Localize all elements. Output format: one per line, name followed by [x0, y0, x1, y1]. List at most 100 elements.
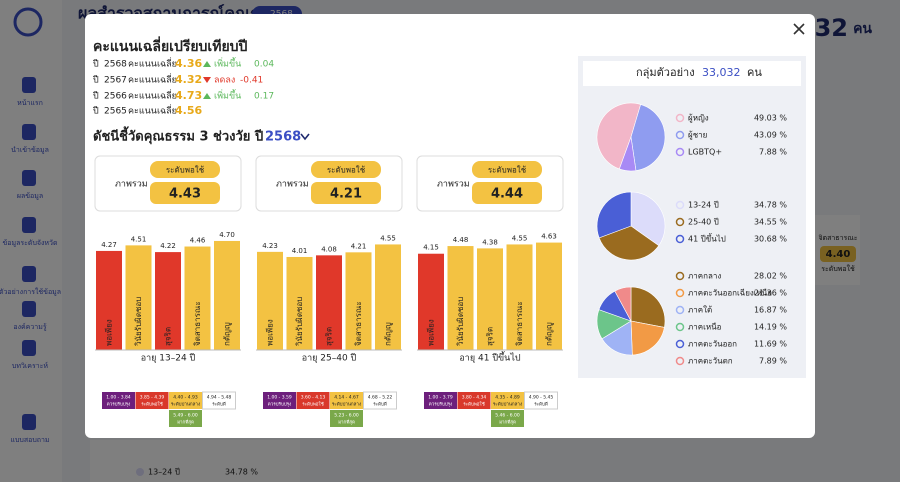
- legend-range: 3.85 - 4.39: [140, 395, 165, 401]
- sample-header: [583, 61, 801, 86]
- pie-legend-label: ผู้ชาย: [688, 131, 707, 141]
- bar-value: 4.48: [453, 236, 469, 244]
- legend-box: [263, 392, 296, 409]
- legend-range: 5.46 - 6.00: [495, 413, 520, 419]
- level-pill: [311, 161, 381, 178]
- bar-value: 4.08: [321, 245, 337, 253]
- legend-range: 4.40 - 4.93: [173, 395, 198, 401]
- legend-range: 1.00 - 3.84: [106, 395, 131, 401]
- pie-legend-label: ผู้หญิง: [688, 114, 709, 124]
- pie-legend-value: 34.78 %: [754, 201, 787, 210]
- close-button[interactable]: [793, 23, 805, 35]
- legend-dot: [675, 271, 685, 281]
- legend-range: 5.49 - 6.00: [173, 413, 198, 419]
- bar: [316, 255, 342, 350]
- year-prefix: ปี: [93, 106, 99, 117]
- change-label: เพิ่มขึ้น: [214, 57, 241, 70]
- pie-slice: [630, 191, 666, 247]
- overview-score: 4.44: [491, 187, 523, 202]
- bar-value: 4.21: [351, 242, 367, 250]
- bar-value: 4.01: [292, 247, 308, 255]
- legend-box: [457, 392, 491, 409]
- legend-label: ควรปรับปรุง: [429, 402, 453, 408]
- legend-dot: [675, 147, 685, 157]
- sample-unit: คน: [747, 66, 762, 79]
- legend-box: [169, 392, 202, 409]
- group-name: อายุ 25–40 ปี: [302, 353, 357, 364]
- index-title: ดัชนีชี้วัดคุณธรรม 3 ช่วงวัย ปี: [93, 126, 263, 145]
- legend-range: 4.68 - 5.22: [368, 395, 393, 401]
- pie-legend-label: LGBTQ+: [688, 148, 722, 157]
- change-value: -0.41: [240, 76, 263, 86]
- pie-slice: [598, 225, 660, 261]
- bar-category: จิตสาธารณะ: [354, 301, 363, 346]
- year-dropdown[interactable]: [300, 133, 310, 141]
- level-pill: [472, 161, 542, 178]
- bar: [375, 244, 401, 350]
- overview-level: ระดับพอใช้: [327, 166, 366, 175]
- legend-label: มากที่สุด: [499, 419, 516, 426]
- bar-category: พอเพียง: [427, 319, 436, 346]
- legend-label: ระดับปานกลาง: [171, 402, 200, 408]
- bar-category: วินัยรับผิดชอบ: [134, 297, 143, 347]
- legend-box: [491, 410, 524, 427]
- legend-dot: [675, 234, 685, 244]
- change-value: 0.17: [254, 92, 274, 102]
- pie-legend-value: 7.89 %: [759, 357, 787, 366]
- bar: [125, 245, 152, 350]
- legend-box: [330, 392, 363, 409]
- year-score: 4.73: [175, 89, 202, 102]
- pie-legend-value: 43.09 %: [754, 131, 787, 140]
- legend-label: ระดับดี: [212, 402, 226, 408]
- index-year[interactable]: 2568: [265, 130, 301, 145]
- pie-legend-value: 11.69 %: [754, 340, 787, 349]
- year: 2568: [104, 60, 127, 70]
- legend-range: 4.94 - 5.48: [207, 395, 232, 401]
- change-label: ลดลง: [214, 76, 235, 86]
- legend-label: มากที่สุด: [177, 419, 194, 426]
- group-name: อายุ 13–24 ปี: [141, 353, 196, 364]
- legend-range: 4.35 - 4.89: [495, 395, 520, 401]
- pie-slice: [630, 104, 666, 171]
- sample-size: 33,032: [702, 66, 741, 79]
- bar-value: 4.51: [131, 235, 147, 243]
- bar-value: 4.55: [380, 234, 396, 242]
- bar: [345, 252, 372, 350]
- bar: [184, 246, 211, 350]
- legend-dot: [675, 339, 685, 349]
- bar: [214, 240, 240, 350]
- pie-slice: [630, 320, 665, 356]
- overview-level: ระดับพอใช้: [166, 166, 205, 175]
- bar-category: สุจริต: [325, 327, 334, 346]
- legend-label: ระดับปานกลาง: [493, 402, 522, 408]
- group-name: อายุ 41 ปีขึ้นไป: [459, 351, 520, 364]
- year-prefix: ปี: [93, 59, 99, 70]
- pie-slice: [630, 286, 666, 328]
- year: 2565: [104, 107, 127, 117]
- legend-box: [135, 392, 169, 409]
- bar-category: จิตสาธารณะ: [193, 301, 202, 346]
- pie-legend-value: 16.87 %: [754, 306, 787, 315]
- pie-slice: [596, 191, 632, 239]
- legend-dot: [675, 130, 685, 140]
- change-label: เพิ่มขึ้น: [214, 89, 241, 102]
- legend-box: [102, 392, 135, 409]
- change-arrow: [203, 61, 211, 67]
- bar-value: 4.27: [101, 241, 117, 249]
- bar: [477, 248, 503, 350]
- legend-range: 4.90 - 5.45: [529, 395, 554, 401]
- legend-box: [524, 391, 558, 410]
- pie-legend-value: 28.02 %: [754, 272, 787, 281]
- legend-dot: [675, 288, 685, 298]
- sample-title: กลุ่มตัวอย่าง: [636, 66, 695, 79]
- overview-label: ภาพรวม: [276, 180, 309, 190]
- year-prefix: ปี: [93, 91, 99, 102]
- bar-value: 4.63: [541, 233, 557, 241]
- change-arrow: [203, 93, 211, 99]
- pie-legend-value: 7.88 %: [759, 148, 787, 157]
- pie-legend-label: ภาคเหนือ: [688, 323, 722, 332]
- legend-range: 3.80 - 4.34: [462, 395, 487, 401]
- legend-label: ควรปรับปรุง: [268, 402, 292, 408]
- pie-legend-value: 30.68 %: [754, 235, 787, 244]
- legend-box: [202, 391, 236, 410]
